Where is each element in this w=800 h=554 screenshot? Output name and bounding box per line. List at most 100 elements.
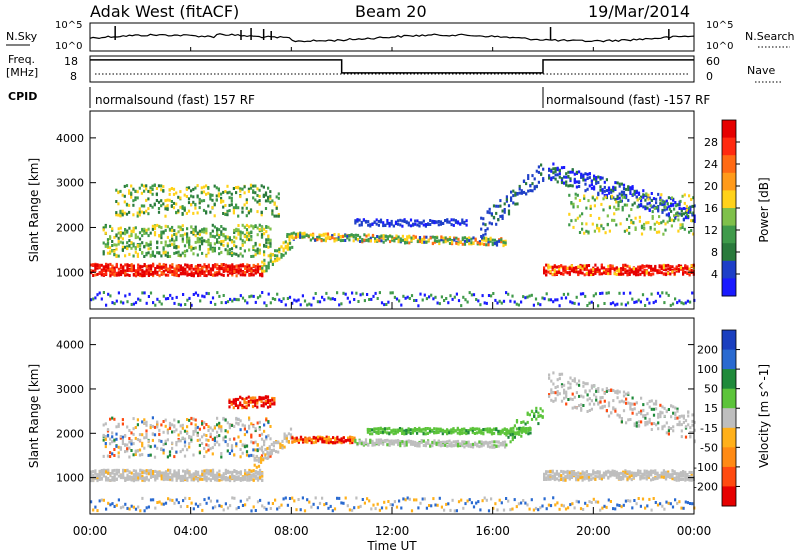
- power-cell: [573, 172, 576, 176]
- power-cell: [346, 296, 349, 300]
- velocity-cell: [511, 438, 514, 442]
- power-cell: [183, 232, 187, 236]
- power-cell: [599, 185, 602, 189]
- power-cell: [587, 230, 590, 234]
- velocity-cell: [272, 448, 275, 452]
- velocity-cell: [332, 436, 335, 440]
- power-cell: [259, 272, 262, 276]
- power-cell: [569, 184, 572, 188]
- power-cell: [510, 190, 513, 194]
- power-cell: [562, 272, 565, 276]
- velocity-cell: [214, 478, 217, 482]
- velocity-cell: [598, 475, 601, 479]
- power-cell: [507, 212, 511, 216]
- velocity-cell: [690, 475, 693, 479]
- velocity-cell: [119, 436, 122, 440]
- power-cell: [582, 176, 585, 180]
- power-cell: [542, 179, 545, 182]
- velocity-cell: [158, 432, 161, 436]
- power-cell: [143, 227, 146, 231]
- power-cell: [382, 237, 385, 240]
- velocity-cell: [256, 398, 259, 402]
- velocity-cell: [454, 440, 457, 444]
- power-cell: [188, 239, 191, 243]
- power-cell: [211, 273, 215, 277]
- power-cell: [224, 235, 227, 239]
- power-cell: [643, 222, 646, 226]
- power-cell: [98, 264, 101, 268]
- power-cell: [149, 189, 152, 193]
- power-cell: [309, 238, 312, 242]
- velocity-cell: [254, 440, 257, 444]
- power-cell: [92, 297, 95, 301]
- power-cell: [192, 211, 195, 215]
- power-cell: [157, 207, 161, 210]
- power-cell: [583, 196, 586, 200]
- power-cell: [558, 175, 561, 179]
- power-cell: [671, 270, 674, 274]
- power-cell: [117, 191, 120, 195]
- velocity-cell: [124, 478, 127, 482]
- power-cell: [518, 187, 521, 191]
- power-cell: [568, 223, 571, 227]
- power-cell: [587, 270, 591, 274]
- power-cell: [102, 250, 105, 254]
- power-cell: [418, 240, 422, 244]
- velocity-cell: [164, 439, 167, 443]
- power-cell: [149, 264, 153, 268]
- power-cell: [607, 291, 610, 295]
- power-cell: [213, 235, 216, 239]
- velocity-cell: [270, 452, 273, 456]
- velocity-cell: [275, 441, 278, 445]
- velocity-cell: [283, 434, 286, 438]
- velocity-cell: [188, 442, 191, 446]
- velocity-cell: [613, 473, 616, 477]
- power-cell: [125, 203, 129, 207]
- power-cell: [267, 238, 270, 242]
- power-cell: [650, 269, 653, 272]
- velocity-cell: [182, 477, 185, 481]
- power-cell: [534, 297, 538, 301]
- velocity-cell: [463, 440, 466, 444]
- power-cell: [440, 295, 443, 299]
- power-cell: [282, 249, 285, 253]
- velocity-cell: [211, 452, 214, 456]
- power-cell: [449, 294, 452, 298]
- power-cell: [260, 225, 264, 229]
- power-cell: [121, 248, 124, 252]
- velocity-cell: [262, 404, 265, 408]
- power-cell: [267, 266, 270, 270]
- power-cell: [168, 227, 172, 231]
- power-cell: [123, 184, 126, 188]
- power-cell: [382, 240, 385, 244]
- velocity-cell: [684, 470, 687, 474]
- power-cell: [241, 223, 244, 227]
- power-cell: [648, 208, 651, 212]
- velocity-cell: [312, 441, 315, 445]
- power-cell: [583, 194, 586, 198]
- power-cell: [134, 271, 138, 275]
- power-cell: [201, 236, 204, 240]
- velocity-cell: [158, 474, 161, 478]
- power-cell: [233, 228, 236, 232]
- cpid-second: normalsound (fast) -157 RF: [546, 93, 710, 107]
- power-cell: [203, 270, 206, 274]
- power-cell: [160, 204, 163, 208]
- power-cell: [261, 260, 264, 264]
- velocity-cell: [575, 476, 578, 480]
- velocity-cell: [526, 420, 529, 424]
- power-cell: [235, 228, 238, 232]
- velocity-cell: [173, 430, 176, 434]
- velocity-cell: [254, 404, 257, 408]
- power-cell: [510, 198, 513, 202]
- velocity-cell: [539, 414, 542, 418]
- velocity-cell: [323, 437, 326, 441]
- power-cell: [630, 208, 633, 211]
- velocity-cell: [96, 473, 99, 477]
- power-cell: [265, 241, 268, 245]
- velocity-cell: [203, 446, 206, 450]
- power-cell: [457, 299, 461, 303]
- velocity-cell: [243, 433, 246, 437]
- velocity-cell: [143, 471, 146, 475]
- velocity-cell: [162, 448, 165, 452]
